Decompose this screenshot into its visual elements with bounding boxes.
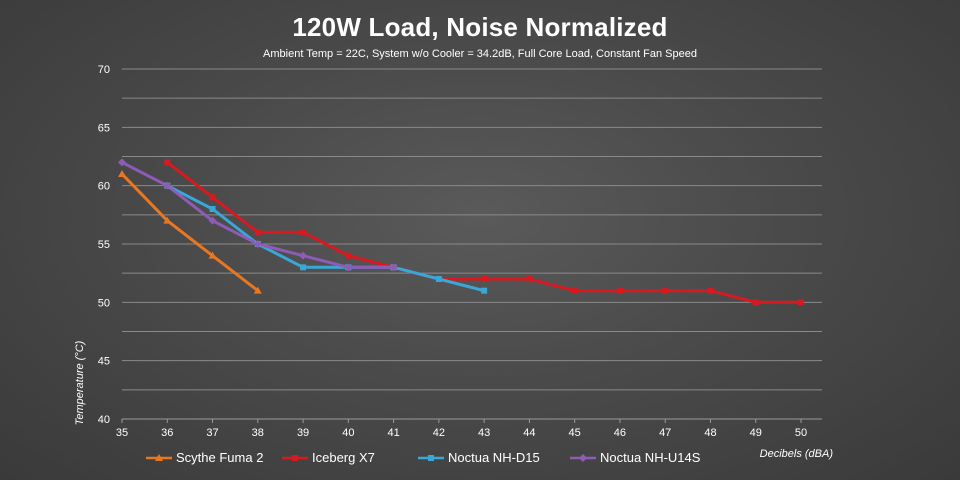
y-tick-label: 70 [98, 64, 110, 76]
data-point [571, 287, 578, 294]
data-point [299, 251, 308, 260]
chart-legend: Scythe Fuma 2 Iceberg X7 Noctua NH-D15 N… [0, 450, 960, 474]
data-point [253, 240, 262, 248]
chart-title: 120W Load, Noise Normalized [292, 12, 668, 42]
y-tick-label: 55 [98, 239, 110, 251]
legend-swatch-noctua-nh-u14s [570, 453, 596, 462]
chart-subtitle: Ambient Temp = 22C, System w/o Cooler = … [263, 48, 697, 60]
x-tick-label: 46 [614, 427, 626, 439]
x-tick-label: 37 [206, 427, 218, 439]
legend-item-iceberg-x7: Iceberg X7 [282, 450, 375, 465]
data-point [209, 206, 216, 212]
y-tick-label: 40 [98, 414, 110, 426]
y-tick-label: 50 [98, 297, 110, 309]
y-tick-label: 45 [98, 356, 110, 368]
x-tick-labels: 35 36 37 38 39 40 41 42 43 44 45 46 47 48 49 50 [116, 419, 807, 439]
data-point [163, 216, 172, 224]
y-tick-label: 60 [98, 181, 110, 193]
data-point [208, 251, 217, 259]
data-point [707, 287, 714, 294]
data-point [300, 229, 307, 236]
legend-item-noctua-nh-d15: Noctua NH-D15 [418, 450, 540, 465]
data-point [389, 263, 398, 272]
data-point [526, 276, 533, 282]
x-tick-label: 35 [116, 427, 128, 439]
legend-label: Noctua NH-D15 [448, 450, 540, 465]
legend-item-noctua-nh-u14s: Noctua NH-U14S [570, 450, 700, 465]
data-point [253, 286, 262, 294]
legend-swatch-iceberg-x7 [282, 454, 308, 461]
data-point [798, 299, 804, 306]
data-point [300, 264, 307, 271]
data-point [662, 287, 669, 294]
legend-label: Noctua NH-U14S [600, 450, 701, 465]
data-point [164, 159, 171, 166]
x-tick-label: 47 [659, 427, 671, 439]
data-point [435, 276, 442, 282]
series-line-noctua-nh-d15 [165, 184, 486, 293]
data-point [752, 299, 759, 306]
legend-swatch-noctua-nh-d15 [418, 454, 444, 461]
data-point [481, 287, 488, 294]
data-point [616, 287, 623, 294]
y-tick-labels: 40 45 50 55 60 65 70 [98, 64, 110, 426]
series-lines [118, 158, 804, 306]
x-tick-label: 42 [433, 427, 445, 439]
y-tick-label: 65 [98, 122, 110, 134]
data-point [118, 170, 126, 177]
data-point [118, 158, 126, 167]
grid-lines [122, 68, 822, 420]
x-tick-label: 48 [704, 427, 716, 439]
series-line-scythe-fuma-2 [120, 172, 260, 293]
x-tick-label: 39 [297, 427, 309, 439]
legend-label: Iceberg X7 [312, 450, 375, 465]
x-tick-label: 49 [750, 427, 762, 439]
data-point [344, 263, 353, 272]
data-point [208, 216, 217, 225]
x-axis-label: Decibels (dBA) [760, 448, 834, 460]
data-point [254, 229, 261, 236]
x-tick-label: 45 [569, 427, 581, 439]
x-tick-label: 43 [478, 427, 490, 439]
x-tick-label: 41 [387, 427, 399, 439]
x-tick-label: 44 [523, 427, 535, 439]
x-tick-label: 50 [795, 427, 807, 439]
x-tick-label: 36 [161, 427, 173, 439]
legend-label: Scythe Fuma 2 [176, 450, 264, 465]
data-point [209, 194, 216, 201]
y-axis-label: Temperature (°C) [74, 340, 86, 425]
data-point [163, 181, 172, 190]
x-tick-label: 40 [342, 427, 354, 439]
legend-item-scythe-fuma-2: Scythe Fuma 2 [146, 450, 263, 465]
legend-swatch-scythe-fuma-2 [146, 453, 172, 461]
x-tick-label: 38 [252, 427, 264, 439]
data-point [481, 276, 488, 282]
data-point [345, 252, 352, 259]
